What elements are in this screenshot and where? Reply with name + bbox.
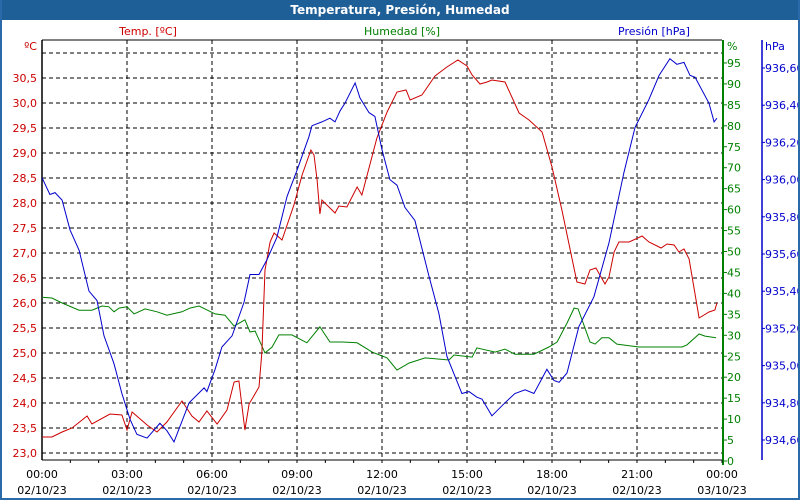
x-tick-time: 09:00 xyxy=(281,468,313,481)
x-tick-date: 02/10/23 xyxy=(442,484,491,497)
humidity-axis-title: Humedad [%] xyxy=(364,25,440,38)
temp-axis-title: Temp. [ºC] xyxy=(118,25,177,38)
humidity-tick-label: 0 xyxy=(727,455,734,468)
humidity-tick-label: 10 xyxy=(727,413,741,426)
temp-tick-label: 30,5 xyxy=(13,72,38,85)
x-tick-date: 02/10/23 xyxy=(527,484,576,497)
pressure-series-line xyxy=(41,57,718,444)
pressure-tick-label: 935,60 xyxy=(765,248,800,261)
x-tick-date: 02/10/23 xyxy=(357,484,406,497)
pressure-tick-label: 936,20 xyxy=(765,136,800,149)
humidity-tick-label: 95 xyxy=(727,57,741,70)
humidity-tick-label: 60 xyxy=(727,204,741,217)
humidity-tick-label: 65 xyxy=(727,183,741,196)
temp-tick-label: 27,5 xyxy=(13,222,38,235)
humidity-tick-label: 15 xyxy=(727,392,741,405)
temp-tick-label: 23,5 xyxy=(13,422,38,435)
humidity-tick-label: 50 xyxy=(727,246,741,259)
x-tick-date: 03/10/23 xyxy=(697,484,746,497)
x-tick-date: 02/10/23 xyxy=(272,484,321,497)
humidity-tick-label: 5 xyxy=(727,434,734,447)
humidity-tick-label: 55 xyxy=(727,225,741,238)
humidity-tick-label: 70 xyxy=(727,162,741,175)
humidity-tick-label: 20 xyxy=(727,371,741,384)
temp-tick-label: 25,5 xyxy=(13,322,38,335)
pressure-tick-label: 935,40 xyxy=(765,285,800,298)
humidity-tick-label: 80 xyxy=(727,120,741,133)
humidity-series-line xyxy=(41,296,717,371)
pressure-tick-label: 935,20 xyxy=(765,322,800,335)
pressure-tick-label: 936,00 xyxy=(765,174,800,187)
pressure-tick-label: 935,80 xyxy=(765,211,800,224)
temp-tick-label: 27,0 xyxy=(13,247,38,260)
temp-tick-label: 25,0 xyxy=(13,347,38,360)
temp-tick-label: 24,0 xyxy=(13,397,38,410)
humidity-tick-label: 35 xyxy=(727,308,741,321)
humidity-tick-label: 45 xyxy=(727,266,741,279)
x-tick-time: 18:00 xyxy=(536,468,568,481)
x-tick-time: 15:00 xyxy=(451,468,483,481)
pressure-tick-label: 934,80 xyxy=(765,397,800,410)
temperature-series-line xyxy=(42,59,718,438)
temp-tick-label: 24,5 xyxy=(13,372,38,385)
humidity-tick-label: 30 xyxy=(727,329,741,342)
temp-tick-label: 28,5 xyxy=(13,172,38,185)
humidity-unit-label: % xyxy=(727,40,737,53)
x-tick-time: 06:00 xyxy=(196,468,228,481)
temp-tick-label: 26,5 xyxy=(13,272,38,285)
x-tick-time: 00:00 xyxy=(26,468,58,481)
temp-tick-label: 23,0 xyxy=(13,447,38,460)
temp-tick-label: 29,0 xyxy=(13,147,38,160)
temp-tick-label: 26,0 xyxy=(13,297,38,310)
pressure-axis-title: Presión [hPa] xyxy=(618,25,690,38)
humidity-tick-label: 75 xyxy=(727,141,741,154)
temp-tick-label: 30,0 xyxy=(13,97,38,110)
x-tick-date: 02/10/23 xyxy=(187,484,236,497)
x-tick-time: 00:00 xyxy=(706,468,738,481)
humidity-tick-label: 85 xyxy=(727,99,741,112)
x-tick-time: 03:00 xyxy=(111,468,143,481)
pressure-tick-label: 934,60 xyxy=(765,434,800,447)
pressure-tick-label: 936,40 xyxy=(765,99,800,112)
x-tick-date: 02/10/23 xyxy=(17,484,66,497)
pressure-tick-label: 935,00 xyxy=(765,360,800,373)
pressure-unit-label: hPa xyxy=(765,40,785,53)
temp-tick-label: 29,5 xyxy=(13,122,38,135)
humidity-tick-label: 25 xyxy=(727,350,741,363)
humidity-tick-label: 90 xyxy=(727,78,741,91)
temp-tick-label: 28,0 xyxy=(13,197,38,210)
x-tick-date: 02/10/23 xyxy=(612,484,661,497)
window-title: Temperatura, Presión, Humedad xyxy=(2,0,798,20)
pressure-tick-label: 936,60 xyxy=(765,62,800,75)
x-tick-time: 12:00 xyxy=(366,468,398,481)
temp-unit-label: ºC xyxy=(24,40,37,53)
humidity-tick-label: 40 xyxy=(727,287,741,300)
x-tick-time: 21:00 xyxy=(621,468,653,481)
x-tick-date: 02/10/23 xyxy=(102,484,151,497)
